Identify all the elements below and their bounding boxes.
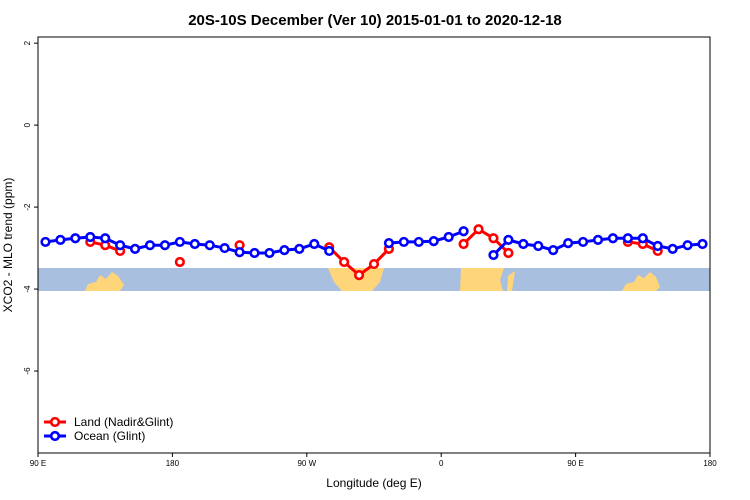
point: [443, 231, 454, 243]
y-axis-label: XCO2 - MLO trend (ppm): [1, 178, 15, 313]
point: [622, 233, 633, 244]
point: [398, 236, 409, 248]
land-blob: [85, 272, 124, 291]
point: [503, 247, 514, 259]
x-tick-label: 90 W: [297, 459, 316, 468]
point: [637, 233, 648, 244]
point: [458, 238, 469, 250]
point: [115, 240, 126, 251]
series-line: [45, 229, 703, 257]
x-tick-label: 180: [703, 459, 717, 468]
point: [577, 236, 589, 248]
y-tick-label: -4: [23, 285, 32, 293]
point: [40, 236, 51, 248]
point: [309, 238, 320, 250]
point: [249, 247, 260, 259]
x-tick-label: 90 E: [567, 459, 583, 468]
point: [159, 240, 171, 251]
point: [144, 240, 156, 251]
legend-marker: [49, 430, 61, 442]
land-blob: [460, 268, 504, 291]
plot-frame: [37, 36, 711, 454]
legend-label: Land (Nadir&Glint): [74, 415, 173, 429]
point: [264, 247, 275, 259]
point: [413, 236, 424, 248]
point: [488, 249, 499, 261]
point: [85, 231, 96, 243]
point: [592, 234, 604, 245]
point: [533, 240, 544, 252]
point: [488, 233, 499, 244]
point: [339, 256, 350, 268]
point: [55, 234, 66, 245]
point: [548, 245, 559, 256]
point: [473, 224, 484, 235]
land-blob: [507, 271, 515, 291]
point: [667, 243, 678, 254]
point: [518, 238, 529, 250]
point: [294, 243, 305, 254]
point: [383, 238, 395, 249]
land-blob: [328, 268, 384, 291]
y-tick-label: 0: [23, 122, 32, 127]
point: [368, 258, 380, 270]
legend-marker: [49, 416, 61, 428]
map-strip: [38, 268, 710, 291]
chart-title: 20S-10S December (Ver 10) 2015-01-01 to …: [188, 12, 562, 29]
point: [353, 270, 365, 281]
x-tick-label: 180: [166, 459, 180, 468]
point: [189, 238, 200, 250]
point: [607, 233, 619, 244]
point: [503, 234, 514, 245]
x-tick-label: 0: [439, 459, 444, 468]
point: [563, 238, 574, 249]
point: [204, 240, 215, 251]
x-axis-label: Longitude (deg E): [326, 476, 421, 490]
y-tick-label: -6: [23, 367, 32, 375]
point: [129, 243, 141, 254]
point: [100, 233, 111, 244]
y-tick-label: -2: [23, 203, 32, 211]
point: [682, 240, 693, 251]
point: [428, 236, 439, 247]
point: [174, 236, 185, 248]
point: [70, 233, 81, 244]
point: [458, 226, 469, 237]
y-tick-label: 2: [23, 40, 32, 45]
point: [219, 242, 230, 254]
point: [234, 247, 245, 258]
point: [697, 238, 708, 250]
land-blob: [622, 272, 660, 291]
x-tick-label: 90 E: [30, 459, 46, 468]
legend-label: Ocean (Glint): [74, 429, 145, 443]
point: [279, 245, 290, 256]
point: [174, 256, 185, 268]
point: [652, 240, 663, 252]
point: [324, 245, 335, 257]
